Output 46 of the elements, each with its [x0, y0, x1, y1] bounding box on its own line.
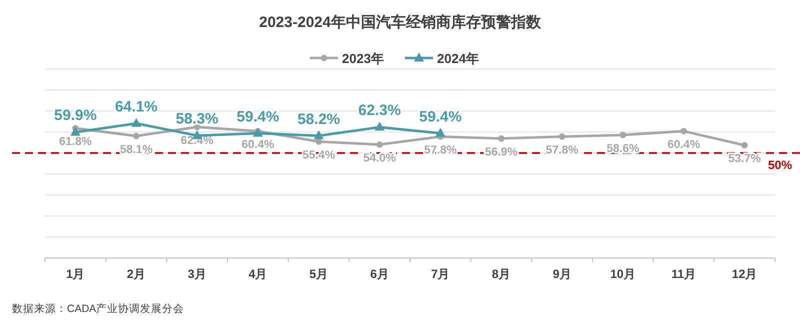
- point: [741, 142, 748, 148]
- point: [680, 128, 687, 134]
- data-label: 60.4%: [242, 139, 274, 152]
- data-label: 57.8%: [424, 144, 457, 157]
- source-note: 数据来源：CADA产业协调发展分会: [12, 302, 184, 315]
- point: [131, 118, 142, 127]
- x-tick-label: 12月: [732, 267, 758, 281]
- data-label: 59.9%: [54, 107, 97, 124]
- point: [374, 122, 385, 131]
- point: [558, 133, 566, 140]
- data-label: 59.4%: [236, 108, 280, 126]
- data-label: 61.8%: [59, 136, 92, 148]
- x-tick-label: 7月: [431, 267, 450, 281]
- x-tick-label: 9月: [552, 267, 572, 281]
- data-label: 58.6%: [606, 142, 640, 155]
- x-tick-label: 2月: [126, 267, 146, 281]
- data-label: 53.7%: [728, 153, 761, 166]
- data-label: 58.3%: [176, 110, 218, 128]
- point: [620, 132, 626, 138]
- x-tick-label: 11月: [671, 267, 696, 281]
- x-tick-label: 5月: [309, 267, 328, 281]
- data-label: 55.4%: [302, 150, 336, 162]
- chart-title: 2023-2024年中国汽车经销商库存预警指数: [259, 13, 542, 31]
- point: [435, 128, 446, 137]
- x-tick-label: 6月: [370, 267, 389, 281]
- point: [498, 135, 504, 142]
- point: [133, 132, 140, 140]
- data-label: 58.2%: [297, 110, 340, 128]
- data-label: 64.1%: [114, 98, 158, 116]
- legend-label: 2023年: [342, 51, 384, 66]
- legend-label: 2024年: [437, 51, 479, 66]
- x-tick-label: 8月: [492, 267, 511, 281]
- data-label: 54.0%: [363, 152, 396, 165]
- point: [314, 130, 324, 140]
- x-tick-label: 3月: [188, 267, 206, 281]
- data-label: 60.4%: [667, 139, 700, 152]
- data-label: 56.9%: [484, 146, 518, 159]
- point: [376, 141, 383, 148]
- data-label: 59.4%: [419, 108, 462, 126]
- point: [252, 128, 263, 137]
- ref-line-label: 50%: [768, 158, 792, 172]
- point: [70, 126, 80, 136]
- x-tick-label: 10月: [610, 267, 636, 281]
- x-tick-label: 4月: [248, 267, 268, 281]
- x-tick-label: 1月: [66, 267, 85, 281]
- data-label: 62.3%: [358, 102, 401, 120]
